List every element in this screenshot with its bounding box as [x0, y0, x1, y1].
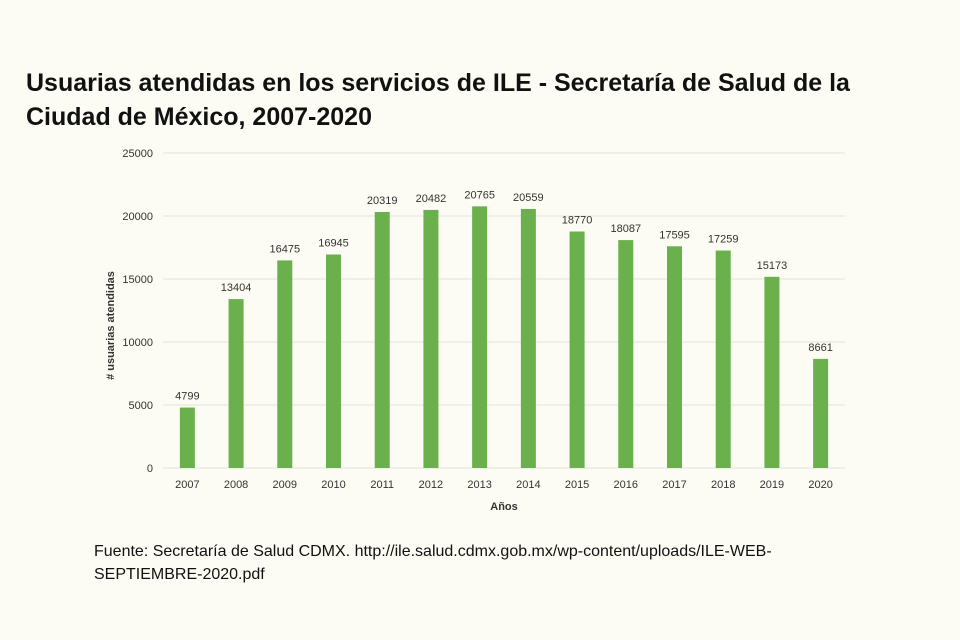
- x-tick-label: 2011: [370, 479, 394, 491]
- x-tick-label: 2007: [175, 479, 199, 491]
- bar: [179, 407, 195, 468]
- data-label: 4799: [175, 391, 199, 403]
- bar: [277, 260, 293, 468]
- bar: [764, 276, 780, 468]
- bar: [569, 231, 585, 468]
- y-tick-label: 10000: [122, 337, 153, 349]
- bar: [715, 250, 731, 468]
- x-tick-label: 2014: [516, 479, 540, 491]
- x-tick-label: 2017: [662, 479, 686, 491]
- x-tick-label: 2019: [760, 479, 784, 491]
- bar: [423, 209, 439, 468]
- data-label: 16945: [318, 237, 349, 249]
- y-axis-label: # usuarias atendidas: [105, 271, 117, 380]
- data-label: 20559: [513, 192, 544, 204]
- x-tick-label: 2009: [273, 479, 297, 491]
- source-note: Fuente: Secretaría de Salud CDMX. http:/…: [94, 543, 772, 583]
- chart-title: Usuarias atendidas en los servicios de I…: [26, 69, 850, 131]
- y-tick-label: 5000: [129, 400, 153, 412]
- data-label: 15173: [757, 260, 788, 272]
- x-axis-label: Años: [490, 501, 518, 513]
- data-label: 17595: [659, 229, 690, 241]
- y-tick-label: 20000: [122, 211, 153, 223]
- data-label: 18087: [610, 223, 641, 235]
- bar: [228, 299, 244, 468]
- bar: [472, 206, 488, 468]
- x-tick-label: 2013: [467, 479, 491, 491]
- bar: [520, 208, 536, 468]
- x-tick-label: 2010: [321, 479, 345, 491]
- data-label: 13404: [221, 282, 252, 294]
- x-tick-label: 2012: [419, 479, 443, 491]
- y-tick-label: 15000: [122, 274, 153, 286]
- data-label: 20765: [464, 189, 495, 201]
- x-tick-label: 2018: [711, 479, 735, 491]
- data-label: 8661: [808, 342, 832, 354]
- bar: [374, 211, 390, 469]
- y-tick-label: 0: [147, 463, 153, 475]
- x-tick-label: 2016: [614, 479, 638, 491]
- x-tick-label: 2020: [808, 479, 832, 491]
- bar: [667, 246, 682, 468]
- data-label: 20482: [416, 193, 447, 205]
- data-label: 18770: [562, 214, 593, 226]
- data-label: 17259: [708, 234, 739, 246]
- bar: [326, 254, 341, 468]
- y-tick-label: 25000: [122, 148, 153, 160]
- data-label: 16475: [269, 243, 300, 255]
- bar: [813, 358, 829, 468]
- data-label: 20319: [367, 195, 398, 207]
- x-tick-label: 2015: [565, 479, 589, 491]
- bar: [618, 240, 634, 468]
- x-tick-label: 2008: [224, 479, 248, 491]
